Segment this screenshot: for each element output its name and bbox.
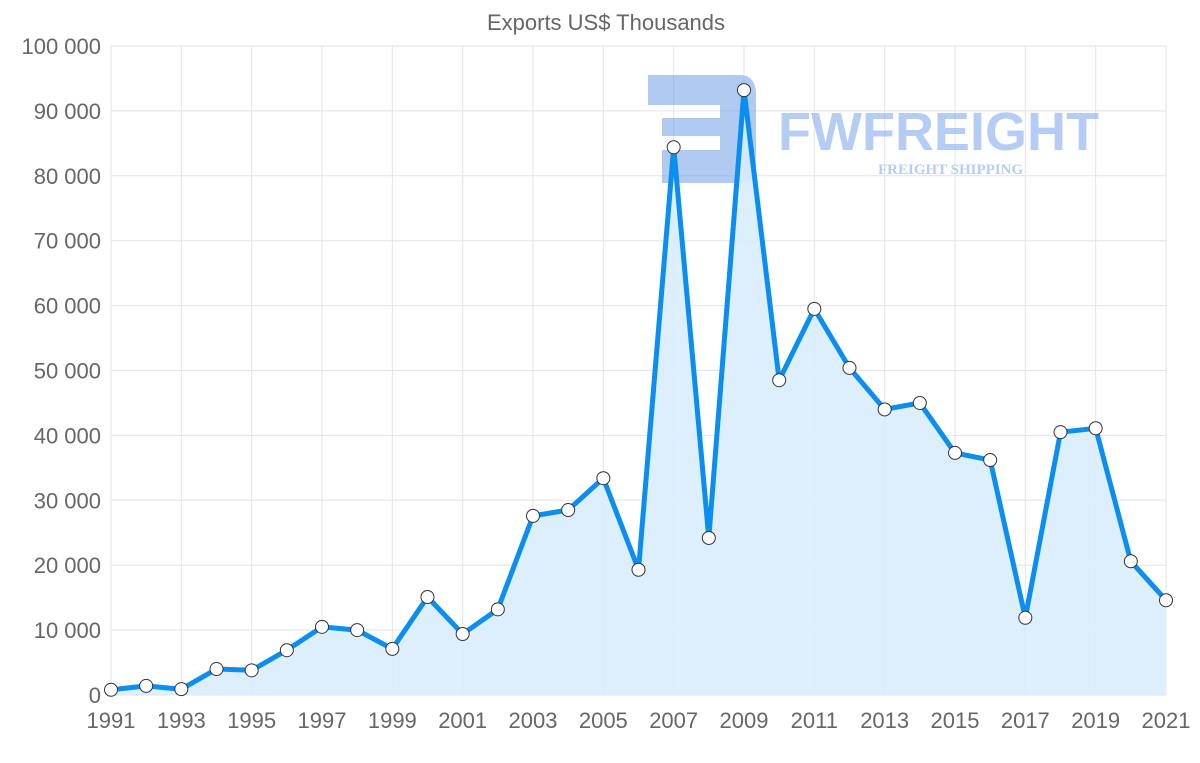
data-point bbox=[1053, 425, 1068, 440]
x-tick-label: 2019 bbox=[1071, 708, 1120, 733]
data-point bbox=[104, 682, 118, 697]
data-point bbox=[772, 373, 787, 388]
x-tick-label: 2003 bbox=[509, 708, 558, 733]
x-tick-label: 2009 bbox=[720, 708, 769, 733]
x-tick-label: 1997 bbox=[298, 708, 347, 733]
data-point bbox=[561, 503, 576, 518]
x-tick-label: 2007 bbox=[649, 708, 698, 733]
y-tick-label: 30 000 bbox=[34, 488, 101, 513]
data-point bbox=[807, 301, 822, 316]
data-point bbox=[420, 590, 435, 605]
y-tick-label: 0 bbox=[89, 683, 101, 708]
data-point bbox=[279, 643, 294, 658]
data-point bbox=[596, 471, 611, 486]
y-tick-label: 100 000 bbox=[21, 34, 101, 59]
series-area bbox=[111, 90, 1166, 696]
data-point bbox=[666, 140, 681, 155]
x-tick-label: 2021 bbox=[1142, 708, 1191, 733]
x-tick-label: 1991 bbox=[87, 708, 136, 733]
y-tick-label: 40 000 bbox=[34, 423, 101, 448]
data-point bbox=[912, 395, 927, 410]
data-point bbox=[385, 641, 400, 656]
chart-title: Exports US$ Thousands bbox=[487, 10, 725, 35]
x-tick-label: 2011 bbox=[791, 708, 838, 733]
data-point bbox=[455, 626, 470, 641]
y-tick-label: 70 000 bbox=[34, 229, 101, 254]
watermark-tagline: FREIGHT SHIPPING bbox=[878, 162, 1023, 178]
data-point bbox=[701, 530, 716, 545]
data-point bbox=[1018, 610, 1033, 625]
watermark-brand: FWFREIGHT bbox=[778, 102, 1099, 162]
y-tick-label: 20 000 bbox=[34, 553, 101, 578]
data-point bbox=[737, 83, 751, 98]
data-point bbox=[1123, 554, 1138, 569]
x-tick-label: 1999 bbox=[368, 708, 417, 733]
data-point bbox=[983, 453, 998, 468]
y-tick-label: 90 000 bbox=[34, 99, 101, 124]
data-point bbox=[315, 619, 329, 634]
data-point bbox=[244, 663, 259, 678]
data-point bbox=[1159, 593, 1173, 608]
y-tick-label: 50 000 bbox=[34, 359, 101, 384]
data-point bbox=[174, 682, 189, 697]
data-point bbox=[842, 360, 857, 375]
data-point bbox=[350, 623, 365, 638]
y-tick-label: 10 000 bbox=[34, 618, 101, 643]
x-tick-label: 2005 bbox=[579, 708, 628, 733]
x-tick-label: 2013 bbox=[860, 708, 909, 733]
y-tick-label: 80 000 bbox=[34, 164, 101, 189]
y-axis: 0 10 000 20 000 30 000 40 000 50 000 60 000 70 … bbox=[21, 34, 101, 708]
x-tick-label: 2015 bbox=[931, 708, 980, 733]
y-tick-label: 60 000 bbox=[34, 294, 101, 319]
data-points bbox=[104, 83, 1173, 697]
data-point bbox=[877, 402, 892, 417]
data-point bbox=[526, 508, 540, 523]
data-point bbox=[631, 562, 646, 577]
data-point bbox=[948, 445, 962, 460]
data-point bbox=[490, 602, 505, 617]
x-tick-label: 1993 bbox=[157, 708, 206, 733]
data-point bbox=[139, 678, 154, 693]
watermark-logo: FWFREIGHT FREIGHT SHIPPING bbox=[648, 75, 1099, 183]
x-tick-label: 2017 bbox=[1001, 708, 1050, 733]
x-tick-label: 2001 bbox=[438, 708, 487, 733]
data-point bbox=[1088, 421, 1103, 436]
data-point bbox=[209, 662, 224, 677]
x-axis: 1991 1993 1995 1997 1999 2001 2003 2005 2007 2009… bbox=[87, 708, 1191, 733]
x-tick-label: 1995 bbox=[227, 708, 276, 733]
